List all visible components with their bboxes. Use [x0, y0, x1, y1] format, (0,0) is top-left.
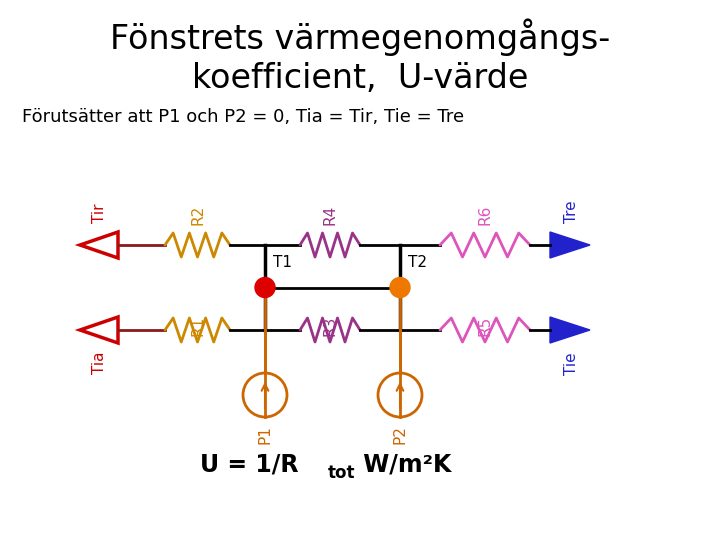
Text: tot: tot — [328, 464, 356, 482]
Text: Tie: Tie — [564, 352, 578, 375]
Text: Fönstrets värmegenomgångs-: Fönstrets värmegenomgångs- — [110, 18, 610, 56]
Circle shape — [255, 278, 275, 298]
Text: T2: T2 — [408, 255, 427, 270]
Text: R5: R5 — [477, 316, 492, 336]
Text: U = 1/R: U = 1/R — [200, 453, 299, 477]
Text: Tia: Tia — [91, 352, 107, 375]
Text: Tre: Tre — [564, 200, 578, 223]
Text: T1: T1 — [273, 255, 292, 270]
Text: R1: R1 — [190, 316, 205, 336]
Polygon shape — [550, 317, 590, 343]
Text: R3: R3 — [323, 315, 338, 336]
Text: Tir: Tir — [91, 204, 107, 223]
Text: R2: R2 — [190, 205, 205, 225]
Circle shape — [390, 278, 410, 298]
Text: W/m²K: W/m²K — [355, 453, 451, 477]
Text: P2: P2 — [392, 425, 408, 444]
Polygon shape — [550, 232, 590, 258]
Text: R6: R6 — [477, 205, 492, 225]
Text: R4: R4 — [323, 205, 338, 225]
Text: P1: P1 — [258, 425, 272, 444]
Text: koefficient,  U-värde: koefficient, U-värde — [192, 62, 528, 95]
Text: Förutsätter att P1 och P2 = 0, Tia = Tir, Tie = Tre: Förutsätter att P1 och P2 = 0, Tia = Tir… — [22, 108, 464, 126]
